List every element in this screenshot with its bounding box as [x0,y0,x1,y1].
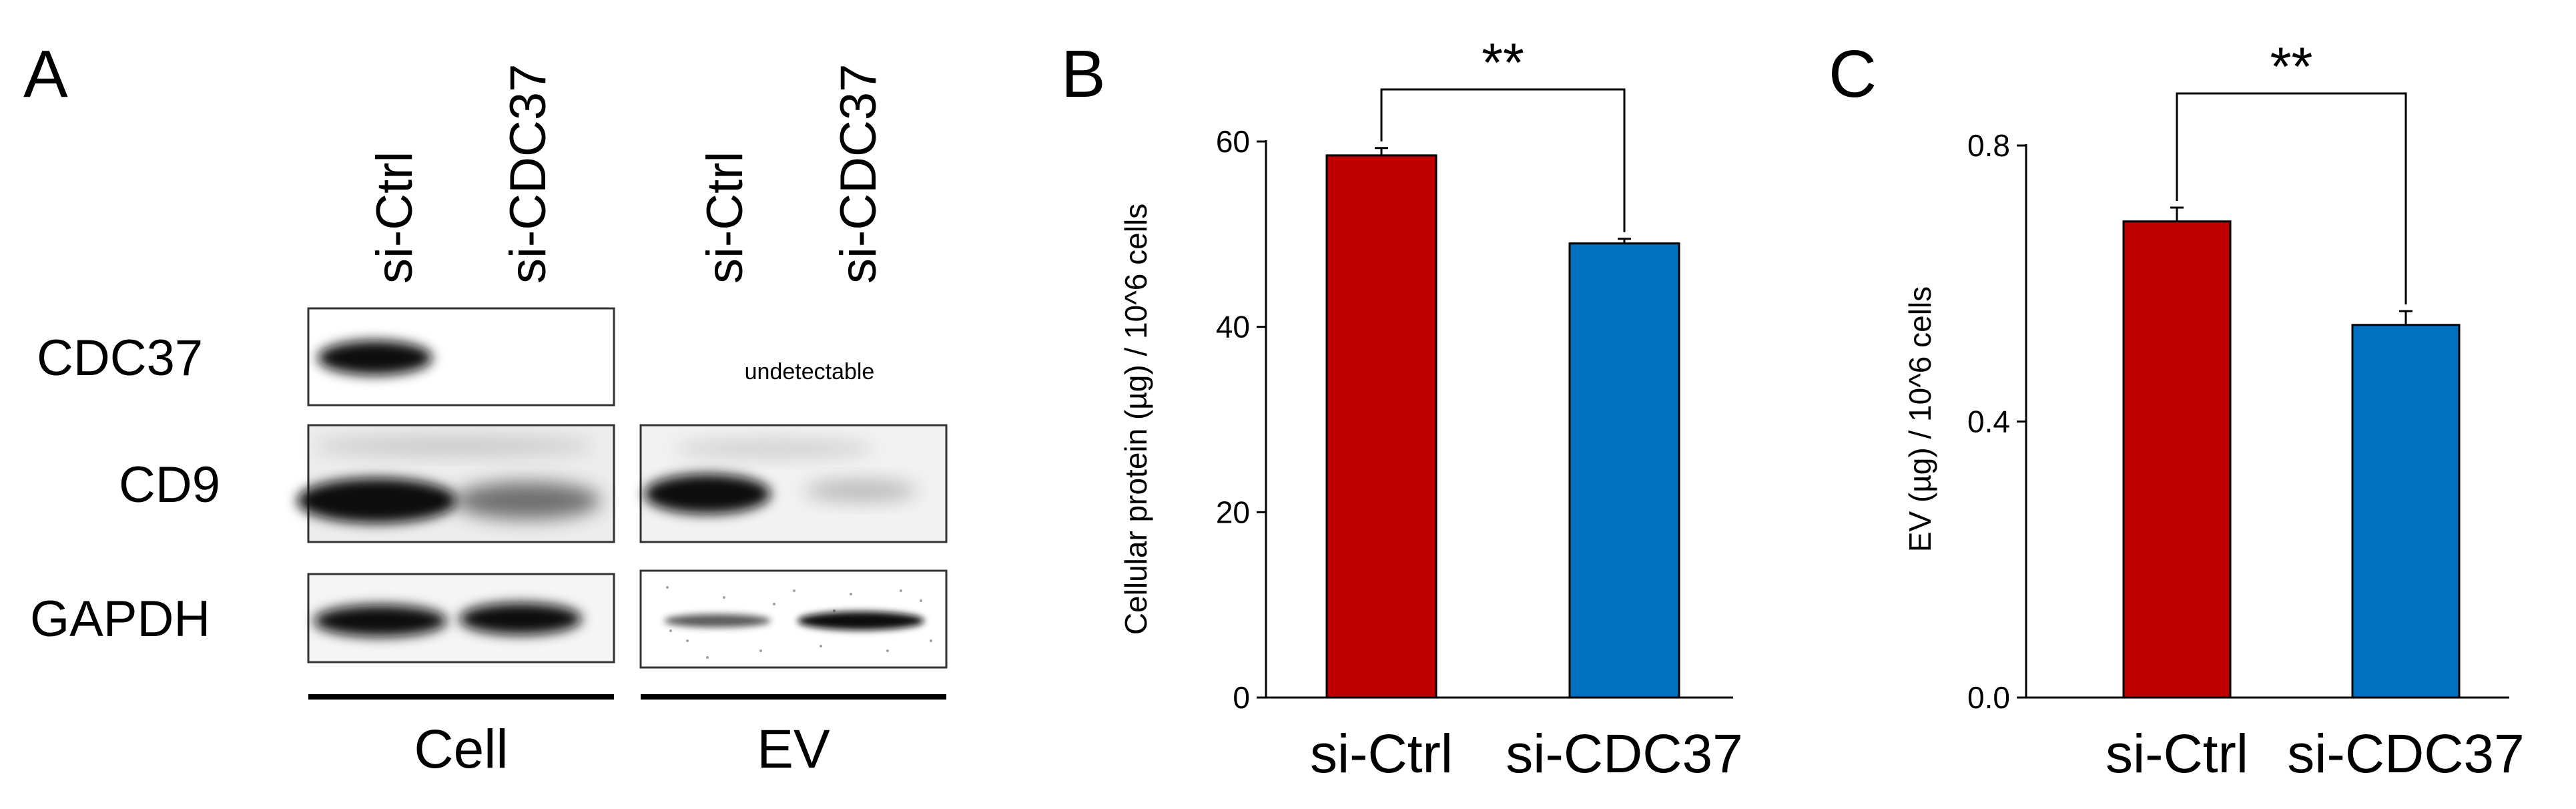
chart-b-y-tick-label: 40 [1216,310,1250,344]
chart-b-category-label: si-CDC37 [1506,724,1742,784]
chart-c-y-tick-label: 0.4 [1967,404,2010,439]
lane-label-cell-si-ctrl: si-Ctrl [366,152,423,284]
chart-b-y-tick-label: 20 [1216,495,1250,529]
band-cd9-cell-si-cdc37 [454,482,601,519]
panel-b-label: B [1061,37,1106,111]
chart-b-y-tick-label: 60 [1216,124,1250,159]
group-label-cell: Cell [414,719,508,780]
group-line-ev [641,694,946,700]
row-label-gapdh: GAPDH [30,591,210,647]
chart-c-y-tick-label: 0.0 [1967,680,2010,715]
chart-b-bar-si-cdc37 [1568,242,1680,699]
panel-a-label: A [23,37,68,111]
group-line-cell [308,694,614,700]
band-cd9-ev-si-cdc37 [804,480,918,501]
panel-c: C EV (µg) / 10^6 cells 0.0 0.4 0.8 si-Ctrl s… [1829,37,2525,784]
undetectable-note: undetectable [745,359,875,384]
chart-c-category-label: si-Ctrl [2106,724,2248,784]
band-cd9-ev-si-ctrl [644,474,771,514]
lane-label-ev-si-cdc37: si-CDC37 [830,64,887,284]
panel-c-ylabel: EV (µg) / 10^6 cells [1903,286,1937,552]
group-label-ev: EV [757,719,830,780]
panel-a: A si-Ctrl si-CDC37 si-Ctrl si-CDC37 CDC3… [23,37,948,780]
band-cdc37-si-ctrl [318,340,432,375]
chart-c-bar-si-cdc37 [2351,324,2461,699]
lane-label-cell-si-cdc37: si-CDC37 [500,64,557,284]
panel-b-ylabel: Cellular protein (µg) / 10^6 cells [1118,204,1153,635]
chart-c-category-label: si-CDC37 [2287,724,2524,784]
chart-c-bar-si-ctrl [2122,220,2232,699]
chart-b-y-tick-label: 0 [1233,680,1250,715]
chart-b-bar-si-ctrl [1325,154,1437,699]
chart-b-plot: 0 20 40 60 si-Ctrl si-CDC37 ** [1216,33,1743,784]
band-cd9-cell-faint-upper [314,437,594,455]
lane-label-ev-si-ctrl: si-Ctrl [697,152,753,284]
chart-b-category-label: si-Ctrl [1310,724,1453,784]
chart-c-significance-bracket [2176,92,2407,305]
chart-c-significance-marker: ** [2270,37,2313,97]
row-label-cdc37: CDC37 [37,330,203,386]
row-label-cd9: CD9 [119,457,220,513]
band-cd9-cell-si-ctrl [297,478,457,523]
chart-b-significance-marker: ** [1482,33,1524,93]
band-gapdh-ev-si-ctrl [664,614,771,627]
panel-c-label: C [1829,37,1877,111]
band-gapdh-cell-si-ctrl [314,605,447,637]
chart-b-significance-bracket [1380,88,1626,232]
chart-c-plot: 0.0 0.4 0.8 si-Ctrl si-CDC37 ** [1967,37,2525,784]
band-cd9-ev-faint-upper [674,439,874,458]
band-gapdh-cell-si-cdc37 [459,603,582,635]
blot-gapdh-ev-speckle [666,586,932,659]
band-gapdh-ev-si-cdc37 [797,611,924,630]
panel-b: B Cellular protein (µg) / 10^6 cells 0 20… [1061,33,1743,784]
chart-c-y-tick-label: 0.8 [1967,128,2010,163]
